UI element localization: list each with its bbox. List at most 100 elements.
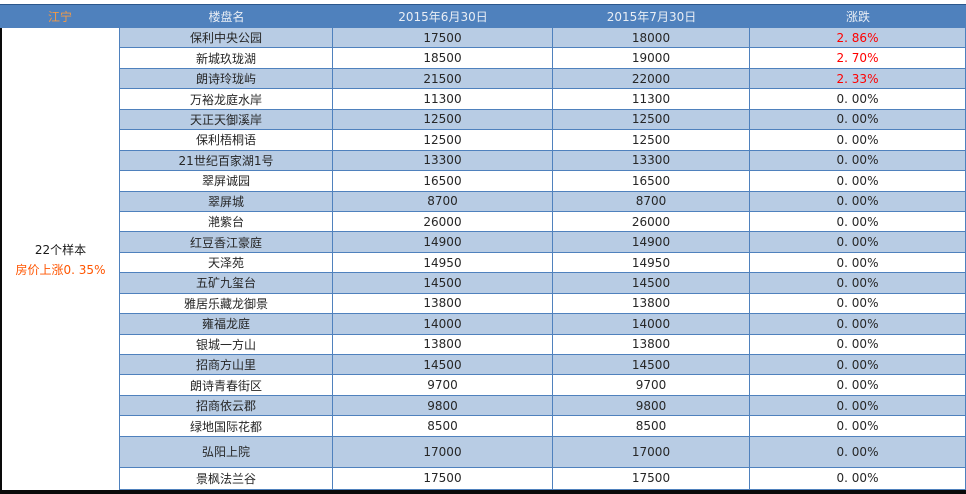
cell-price-july[interactable]: 14950	[553, 252, 750, 274]
cell-property-name[interactable]: 弘阳上院	[120, 436, 333, 468]
cell-price-june[interactable]: 14500	[333, 273, 553, 294]
cell-property-name[interactable]: 新城玖珑湖	[120, 48, 333, 69]
cell-price-july[interactable]: 9800	[553, 395, 750, 417]
summary-cell[interactable]: 22个样本 房价上涨0. 35%	[0, 28, 120, 490]
cell-price-june[interactable]: 13300	[333, 150, 553, 172]
cell-price-july[interactable]: 17500	[553, 467, 750, 490]
cell-price-july[interactable]: 14500	[553, 355, 750, 376]
cell-change-value[interactable]: 0. 00%	[750, 89, 965, 110]
cell-price-july[interactable]: 14500	[553, 273, 750, 294]
cell-change-value[interactable]: 2. 33%	[750, 69, 965, 90]
table-row: 雅居乐藏龙御景 13800 13800 0. 00%	[120, 293, 965, 315]
cell-property-name[interactable]: 翠屏城	[120, 191, 333, 212]
cell-price-july[interactable]: 13800	[553, 334, 750, 355]
cell-price-june[interactable]: 17500	[333, 28, 553, 49]
header-date-june[interactable]: 2015年6月30日	[398, 10, 488, 24]
cell-change-value[interactable]: 0. 00%	[750, 212, 965, 233]
cell-price-july[interactable]: 8700	[553, 191, 750, 212]
cell-price-july[interactable]: 26000	[553, 211, 750, 233]
cell-property-name[interactable]: 银城一方山	[120, 334, 333, 355]
header-property-name[interactable]: 楼盘名	[208, 10, 245, 24]
cell-price-june[interactable]: 14900	[333, 232, 553, 253]
cell-price-july[interactable]: 13300	[553, 150, 750, 172]
cell-property-name[interactable]: 五矿九玺台	[120, 273, 333, 294]
cell-property-name[interactable]: 保利中央公园	[120, 28, 333, 49]
cell-property-name[interactable]: 招商方山里	[120, 355, 333, 376]
cell-change-value[interactable]: 0. 00%	[750, 253, 965, 274]
cell-price-june[interactable]: 14950	[333, 252, 553, 274]
cell-change-value[interactable]: 0. 00%	[750, 335, 965, 355]
cell-property-name[interactable]: 万裕龙庭水岸	[120, 89, 333, 110]
table-row: 银城一方山 13800 13800 0. 00%	[120, 334, 965, 355]
cell-change-value[interactable]: 2. 86%	[750, 28, 965, 49]
cell-price-july[interactable]: 11300	[553, 89, 750, 110]
cell-property-name[interactable]: 21世纪百家湖1号	[120, 150, 333, 172]
cell-change-value[interactable]: 0. 00%	[750, 151, 965, 172]
cell-price-july[interactable]: 14900	[553, 232, 750, 253]
cell-price-july[interactable]: 22000	[553, 68, 750, 90]
cell-property-name[interactable]: 保利梧桐语	[120, 130, 333, 151]
table-row: 滟紫台 26000 26000 0. 00%	[120, 211, 965, 233]
cell-price-july[interactable]: 9700	[553, 375, 750, 396]
cell-price-june[interactable]: 12500	[333, 130, 553, 151]
cell-property-name[interactable]: 天泽苑	[120, 252, 333, 274]
cell-change-value[interactable]: 0. 00%	[750, 130, 965, 151]
header-change[interactable]: 涨跌	[845, 10, 870, 24]
cell-price-june[interactable]: 18500	[333, 48, 553, 69]
cell-price-july[interactable]: 19000	[553, 48, 750, 69]
cell-property-name[interactable]: 天正天御溪岸	[120, 109, 333, 131]
cell-price-june[interactable]: 26000	[333, 211, 553, 233]
cell-change-value[interactable]: 0. 00%	[750, 375, 965, 396]
cell-price-june[interactable]: 13800	[333, 293, 553, 315]
cell-property-name[interactable]: 朗诗玲珑屿	[120, 68, 333, 90]
cell-change-value[interactable]: 0. 00%	[750, 232, 965, 253]
cell-change-value[interactable]: 0. 00%	[750, 294, 965, 315]
cell-price-june[interactable]: 8700	[333, 191, 553, 212]
cell-price-july[interactable]: 13800	[553, 293, 750, 315]
cell-price-july[interactable]: 12500	[553, 109, 750, 131]
cell-price-june[interactable]: 8500	[333, 416, 553, 437]
cell-price-july[interactable]: 14000	[553, 314, 750, 335]
table-header-row: 江宁 楼盘名 2015年6月30日 2015年7月30日 涨跌	[0, 4, 966, 28]
cell-property-name[interactable]: 招商依云郡	[120, 395, 333, 417]
table-row: 五矿九玺台 14500 14500 0. 00%	[120, 273, 965, 294]
cell-price-june[interactable]: 14000	[333, 314, 553, 335]
cell-change-value[interactable]: 0. 00%	[750, 396, 965, 417]
cell-property-name[interactable]: 景枫法兰谷	[120, 467, 333, 490]
cell-price-july[interactable]: 18000	[553, 28, 750, 49]
header-region[interactable]: 江宁	[47, 10, 72, 24]
cell-price-june[interactable]: 11300	[333, 89, 553, 110]
cell-price-july[interactable]: 8500	[553, 416, 750, 437]
cell-price-june[interactable]: 9700	[333, 375, 553, 396]
cell-property-name[interactable]: 红豆香江豪庭	[120, 232, 333, 253]
cell-change-value[interactable]: 0. 00%	[750, 437, 965, 468]
cell-price-june[interactable]: 17000	[333, 436, 553, 468]
cell-property-name[interactable]: 翠屏诚园	[120, 171, 333, 192]
cell-price-june[interactable]: 9800	[333, 395, 553, 417]
cell-price-july[interactable]: 12500	[553, 130, 750, 151]
cell-change-value[interactable]: 2. 70%	[750, 48, 965, 69]
cell-price-july[interactable]: 16500	[553, 171, 750, 192]
cell-property-name[interactable]: 朗诗青春街区	[120, 375, 333, 396]
cell-change-value[interactable]: 0. 00%	[750, 314, 965, 335]
cell-change-value[interactable]: 0. 00%	[750, 416, 965, 437]
cell-property-name[interactable]: 雅居乐藏龙御景	[120, 293, 333, 315]
cell-price-june[interactable]: 21500	[333, 68, 553, 90]
cell-price-june[interactable]: 14500	[333, 355, 553, 376]
cell-property-name[interactable]: 绿地国际花都	[120, 416, 333, 437]
cell-property-name[interactable]: 滟紫台	[120, 211, 333, 233]
cell-change-value[interactable]: 0. 00%	[750, 192, 965, 212]
cell-property-name[interactable]: 雍福龙庭	[120, 314, 333, 335]
cell-change-value[interactable]: 0. 00%	[750, 171, 965, 192]
cell-change-value[interactable]: 0. 00%	[750, 273, 965, 294]
cell-price-june[interactable]: 17500	[333, 467, 553, 490]
cell-price-june[interactable]: 16500	[333, 171, 553, 192]
cell-price-june[interactable]: 13800	[333, 334, 553, 355]
cell-price-july[interactable]: 17000	[553, 436, 750, 468]
cell-change-value[interactable]: 0. 00%	[750, 110, 965, 131]
cell-change-value[interactable]: 0. 00%	[750, 468, 965, 490]
cell-change-value[interactable]: 0. 00%	[750, 355, 965, 376]
cell-price-june[interactable]: 12500	[333, 109, 553, 131]
header-date-july[interactable]: 2015年7月30日	[606, 10, 697, 24]
table-row: 保利中央公园 17500 18000 2. 86%	[120, 28, 965, 49]
